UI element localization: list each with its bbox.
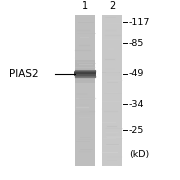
Text: -25: -25 xyxy=(129,126,144,135)
Text: -34: -34 xyxy=(129,100,144,109)
Bar xyxy=(75,60,95,83)
Text: 1: 1 xyxy=(82,1,88,11)
Text: -85: -85 xyxy=(129,39,144,48)
Text: -49: -49 xyxy=(129,69,144,78)
Text: -117: -117 xyxy=(129,18,150,27)
Text: 2: 2 xyxy=(109,1,115,11)
Bar xyxy=(102,15,122,166)
Text: (kD): (kD) xyxy=(129,150,149,159)
Text: PIAS2: PIAS2 xyxy=(9,69,39,79)
Bar xyxy=(75,15,95,166)
